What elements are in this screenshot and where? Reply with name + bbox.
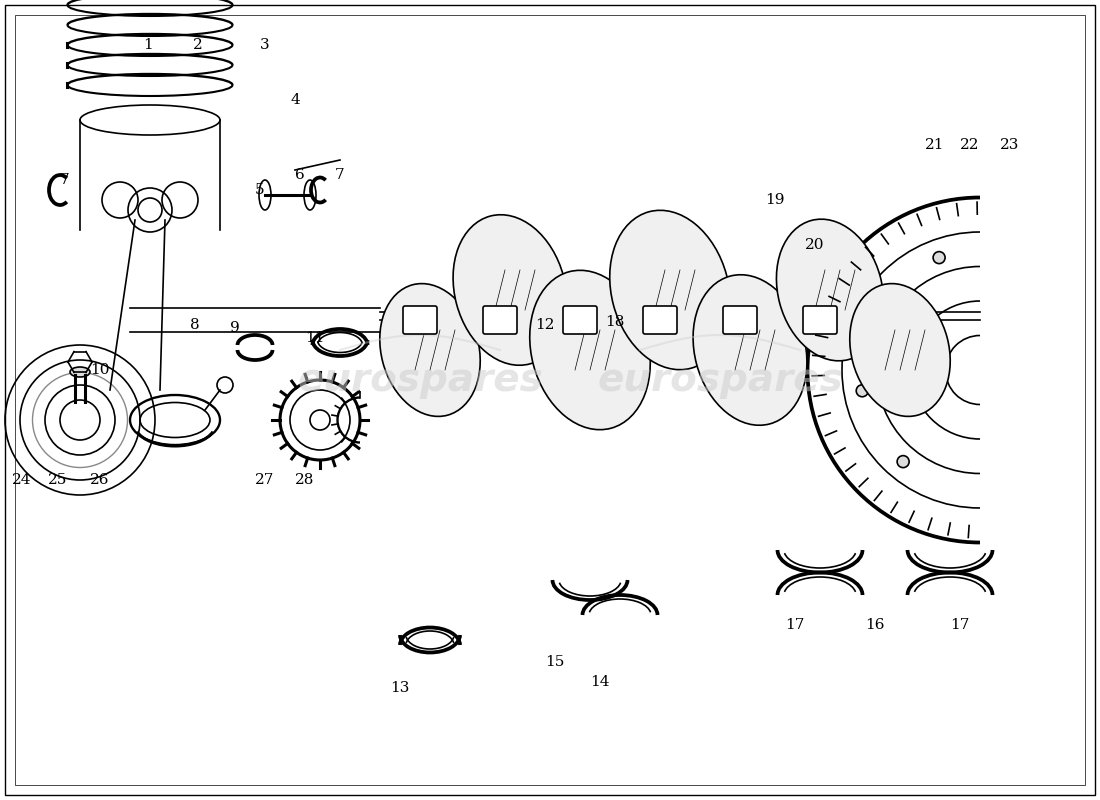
- Circle shape: [415, 335, 446, 365]
- Circle shape: [933, 252, 945, 264]
- Ellipse shape: [777, 219, 883, 361]
- Text: eurospares: eurospares: [597, 361, 843, 399]
- Ellipse shape: [379, 283, 481, 417]
- Text: 22: 22: [960, 138, 980, 152]
- FancyBboxPatch shape: [803, 306, 837, 334]
- Text: 20: 20: [805, 238, 825, 252]
- Text: 28: 28: [295, 473, 315, 487]
- Circle shape: [575, 335, 605, 365]
- Ellipse shape: [80, 105, 220, 135]
- Text: 17: 17: [785, 618, 805, 632]
- Text: 1: 1: [143, 38, 153, 52]
- Text: 21: 21: [925, 138, 945, 152]
- Ellipse shape: [530, 270, 650, 430]
- Text: 3: 3: [261, 38, 270, 52]
- Text: 2: 2: [194, 38, 202, 52]
- Circle shape: [815, 275, 845, 305]
- Text: 25: 25: [48, 473, 68, 487]
- FancyBboxPatch shape: [644, 306, 676, 334]
- Text: 4: 4: [290, 93, 300, 107]
- Text: 15: 15: [546, 655, 564, 669]
- Text: 14: 14: [591, 675, 609, 689]
- FancyBboxPatch shape: [723, 306, 757, 334]
- Text: 17: 17: [950, 618, 970, 632]
- Circle shape: [886, 335, 915, 365]
- FancyBboxPatch shape: [563, 306, 597, 334]
- FancyBboxPatch shape: [403, 306, 437, 334]
- Ellipse shape: [70, 367, 90, 377]
- Text: 18: 18: [605, 315, 625, 329]
- Text: 11: 11: [306, 331, 324, 345]
- Text: 23: 23: [1000, 138, 1020, 152]
- Circle shape: [870, 304, 882, 316]
- Text: 7: 7: [60, 173, 69, 187]
- Text: 12: 12: [536, 318, 554, 332]
- Text: 16: 16: [866, 618, 884, 632]
- Ellipse shape: [609, 210, 730, 370]
- Text: eurospares: eurospares: [297, 361, 543, 399]
- Text: 27: 27: [255, 473, 275, 487]
- Text: 7: 7: [336, 168, 344, 182]
- FancyBboxPatch shape: [483, 306, 517, 334]
- Circle shape: [856, 385, 868, 397]
- Circle shape: [654, 275, 685, 305]
- Text: 19: 19: [766, 193, 784, 207]
- Circle shape: [495, 275, 525, 305]
- Text: 24: 24: [12, 473, 32, 487]
- Text: 13: 13: [390, 681, 409, 695]
- Circle shape: [735, 335, 764, 365]
- Ellipse shape: [850, 283, 950, 417]
- Text: 10: 10: [90, 363, 110, 377]
- Text: 26: 26: [90, 473, 110, 487]
- Text: 5: 5: [255, 183, 265, 197]
- Text: 9: 9: [230, 321, 240, 335]
- Ellipse shape: [453, 214, 566, 366]
- Text: 8: 8: [190, 318, 200, 332]
- Text: 6: 6: [295, 168, 305, 182]
- Ellipse shape: [693, 274, 807, 426]
- Circle shape: [898, 456, 909, 468]
